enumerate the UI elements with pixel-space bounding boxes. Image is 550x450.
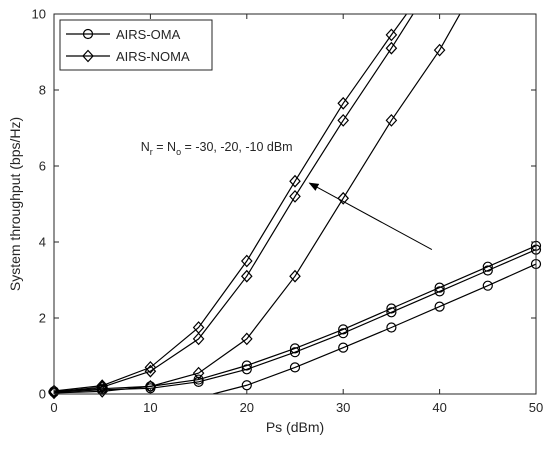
x-tick-label: 10 (143, 400, 157, 415)
data-point-diamond (289, 190, 301, 203)
data-point-diamond (385, 114, 398, 127)
x-tick-label: 0 (50, 400, 57, 415)
annotation-n1: N (141, 140, 150, 154)
y-axis-ticks: 0 2 4 6 8 10 (32, 7, 536, 402)
data-point-diamond (289, 174, 301, 188)
data-point-diamond (337, 114, 350, 127)
y-tick-label: 8 (39, 83, 46, 98)
series-line-4 (54, 245, 536, 392)
annotation-sub-r: r (150, 147, 153, 157)
data-point-diamond (337, 96, 350, 110)
data-point-diamond (48, 386, 60, 400)
annotation-values: = -30, -20, -10 dBm (181, 140, 293, 154)
x-axis-ticks: 0 10 20 30 40 50 (50, 14, 543, 415)
legend-label-noma: AIRS-NOMA (116, 49, 190, 64)
data-point-circle (386, 303, 397, 314)
data-point-diamond (240, 332, 253, 346)
y-tick-label: 0 (39, 387, 46, 402)
y-tick-label: 10 (32, 7, 46, 22)
data-point-circle (289, 362, 301, 373)
annotation-sub-o: o (176, 147, 181, 157)
annotation-arrow (308, 182, 433, 251)
y-axis-label: System throughput (bps/Hz) (7, 117, 23, 291)
data-point-circle (482, 261, 493, 272)
data-point-circle (193, 376, 204, 387)
annotation-text: Nr = No = -30, -20, -10 dBm (141, 140, 293, 157)
data-point-diamond (192, 366, 205, 380)
y-tick-label: 2 (39, 311, 46, 326)
plot-frame (53, 13, 537, 395)
markers-group (48, 28, 542, 400)
data-point-diamond (240, 254, 253, 268)
series-line-6 (212, 263, 536, 394)
data-point-diamond (337, 191, 350, 205)
data-point-circle (338, 324, 349, 335)
y-tick-label: 6 (39, 159, 46, 174)
data-point-diamond (96, 384, 109, 398)
data-point-circle (434, 301, 445, 312)
data-point-circle (434, 282, 445, 293)
y-tick-label: 4 (39, 235, 46, 250)
data-point-diamond (385, 41, 398, 55)
legend-diamond-icon (82, 49, 94, 63)
legend-circle-icon (82, 28, 94, 40)
data-point-diamond (240, 269, 253, 283)
legend-box (59, 19, 213, 71)
legend: AIRS-OMA AIRS-NOMA (59, 19, 213, 71)
data-point-diamond (96, 379, 109, 393)
data-point-diamond (144, 361, 157, 374)
legend-label-oma: AIRS-OMA (116, 27, 181, 42)
x-tick-label: 40 (432, 400, 446, 415)
data-point-diamond (192, 332, 205, 346)
data-point-circle (482, 265, 493, 276)
data-point-circle (338, 342, 349, 353)
annotation-mid: = N (153, 140, 176, 154)
data-point-diamond (433, 43, 446, 57)
series-line-5 (54, 249, 536, 393)
series-group (54, 14, 536, 394)
data-point-diamond (48, 385, 60, 399)
x-tick-label: 30 (336, 400, 350, 415)
data-point-circle (241, 364, 252, 375)
data-point-circle (241, 360, 252, 371)
legend-item-noma: AIRS-NOMA (66, 49, 190, 64)
data-point-circle (434, 286, 445, 297)
data-point-circle (338, 328, 349, 339)
x-axis-label: Ps (dBm) (266, 419, 324, 435)
noise-annotation: Nr = No = -30, -20, -10 dBm (141, 140, 433, 251)
data-point-circle (386, 307, 397, 318)
x-tick-label: 20 (240, 400, 254, 415)
data-point-circle (289, 347, 301, 358)
x-tick-label: 50 (529, 400, 543, 415)
data-point-circle (482, 280, 493, 291)
legend-item-oma: AIRS-OMA (66, 27, 181, 42)
data-point-circle (386, 322, 397, 333)
series-line-1 (54, 14, 408, 392)
data-point-diamond (289, 269, 301, 283)
series-line-2 (54, 14, 414, 393)
data-point-diamond (385, 28, 398, 42)
data-point-circle (289, 343, 301, 354)
data-point-diamond (144, 364, 157, 378)
